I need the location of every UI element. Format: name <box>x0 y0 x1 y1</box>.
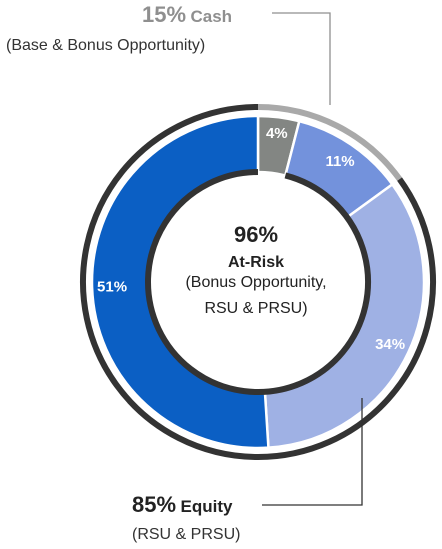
at-risk-center: 96% At-Risk (Bonus Opportunity, RSU & PR… <box>150 222 362 320</box>
at-risk-line2: RSU & PRSU) <box>204 300 308 317</box>
at-risk-title: At-Risk <box>227 254 284 271</box>
slice-labels: 4% 11% 34% 51% <box>97 125 405 353</box>
cash-label: 15% Cash <box>142 2 232 28</box>
equity-leader-line <box>262 398 363 506</box>
at-risk-line1: (Bonus Opportunity, <box>185 274 327 291</box>
outer-ring-cash <box>257 104 403 181</box>
equity-label: 85% Equity <box>132 492 232 518</box>
outer-ring <box>80 104 436 460</box>
slice-label-51: 51% <box>97 279 127 296</box>
cash-detail: (Base & Bonus Opportunity) <box>6 37 206 54</box>
slice-label-4: 4% <box>266 125 288 142</box>
cash-leader-line <box>272 12 331 105</box>
slice-label-34: 34% <box>375 336 405 353</box>
outer-ring-equity <box>80 104 436 460</box>
slice-label-11: 11% <box>325 153 354 170</box>
at-risk-arc-path <box>145 169 371 395</box>
cash-percent: 15% <box>142 2 187 27</box>
cash-name: Cash <box>190 7 233 26</box>
equity-name: Equity <box>180 497 233 516</box>
at-risk-percent: 96% <box>233 222 279 247</box>
at-risk-arc <box>145 169 371 395</box>
equity-detail: (RSU & PRSU) <box>132 526 241 543</box>
leader-lines <box>262 12 363 506</box>
equity-percent: 85% <box>132 492 177 517</box>
